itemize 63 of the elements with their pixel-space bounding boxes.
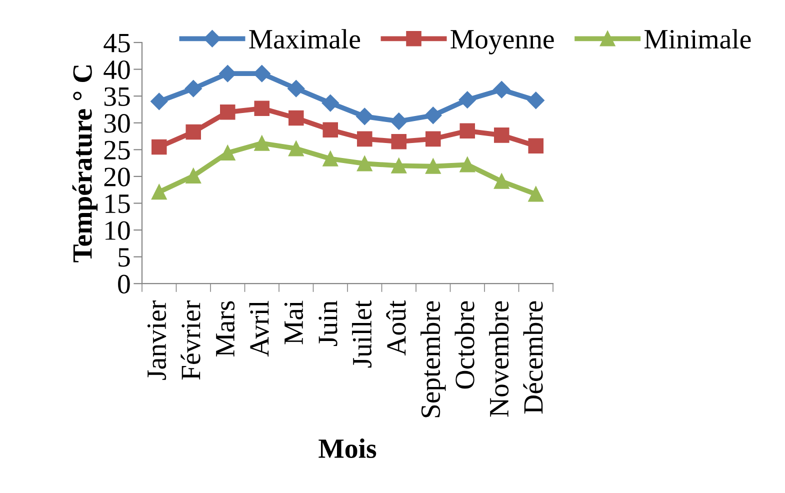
- point: [288, 80, 305, 98]
- y-tick-label: 20: [104, 168, 130, 186]
- y-tick-label: 40: [104, 60, 130, 80]
- point: [254, 136, 270, 151]
- x-tick-label: Avril: [249, 300, 269, 357]
- legend-label: Maximale: [249, 29, 360, 49]
- point: [528, 186, 544, 202]
- x-tick-label: Juillet: [352, 300, 372, 368]
- x-tick-label: Juin: [318, 300, 338, 346]
- x-tick-label: Septembre: [420, 301, 446, 418]
- x-tick-label: Janvier: [147, 300, 166, 380]
- x-axis-title: Mois: [318, 438, 376, 458]
- point: [460, 123, 476, 139]
- x-tick-label: Décembre: [523, 301, 543, 414]
- legend-label: Minimale: [644, 29, 751, 49]
- point: [288, 110, 304, 126]
- point: [494, 174, 510, 189]
- y-tick-label: 15: [106, 194, 130, 214]
- x-tick-label: Novembre: [489, 301, 509, 417]
- x-tick-label: Août: [386, 300, 406, 356]
- point: [254, 100, 270, 116]
- y-tick-label: 30: [104, 114, 130, 133]
- y-tick-label: 25: [104, 140, 130, 160]
- point: [322, 151, 338, 166]
- point: [186, 124, 202, 140]
- x-tick-label: Octobre: [454, 301, 474, 389]
- point: [151, 139, 167, 155]
- y-axis-title: Température ° C: [72, 65, 98, 262]
- point: [527, 92, 544, 109]
- point: [288, 140, 304, 156]
- point: [356, 108, 374, 125]
- x-tick-label: Mai: [284, 300, 304, 344]
- point: [460, 157, 476, 172]
- x-tick-label: Février: [180, 300, 200, 380]
- point: [150, 92, 168, 110]
- point: [494, 128, 510, 143]
- y-tick-label: 35: [104, 87, 130, 106]
- legend-label: Moyenne: [450, 30, 554, 54]
- point: [425, 158, 441, 174]
- point: [220, 104, 236, 120]
- point: [391, 134, 407, 150]
- point: [390, 112, 408, 130]
- point: [253, 65, 270, 82]
- point: [528, 138, 544, 154]
- x-tick-label: Mars: [216, 301, 235, 357]
- point: [151, 184, 167, 200]
- point: [356, 131, 372, 147]
- point: [391, 158, 407, 174]
- point: [322, 94, 339, 112]
- point: [219, 65, 236, 82]
- y-tick-label: 10: [106, 221, 130, 240]
- point: [322, 122, 338, 138]
- point: [186, 168, 202, 184]
- point: [184, 80, 202, 98]
- point: [220, 145, 236, 161]
- point: [356, 156, 372, 172]
- y-tick-label: 5: [118, 248, 130, 267]
- point: [425, 131, 441, 147]
- y-tick-label: 0: [118, 274, 130, 294]
- point: [458, 91, 476, 108]
- point: [493, 81, 510, 98]
- y-tick-label: 45: [104, 34, 130, 52]
- point: [424, 106, 442, 124]
